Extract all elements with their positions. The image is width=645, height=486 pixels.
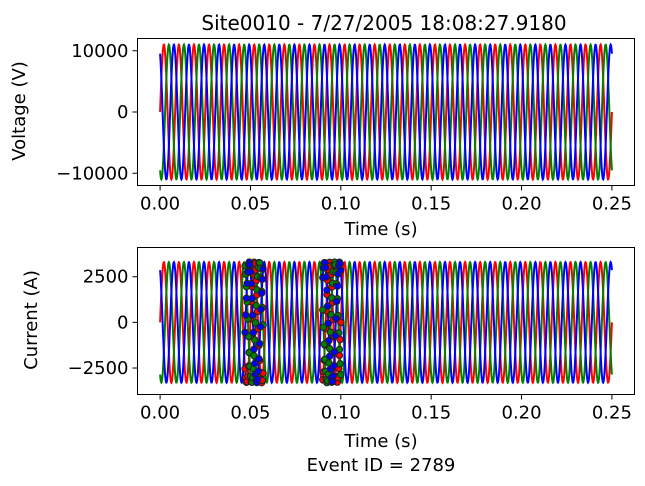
current-series-line-1 bbox=[159, 260, 613, 385]
current-event-marker bbox=[257, 305, 265, 313]
current-event-marker bbox=[258, 289, 266, 297]
current-x-tick-label: 0.10 bbox=[321, 403, 361, 424]
current-event-marker bbox=[322, 273, 330, 281]
voltage-y-axis-label: Voltage (V) bbox=[9, 61, 30, 161]
voltage-x-axis-label: Time (s) bbox=[343, 219, 417, 240]
voltage-y-tick-label: 0 bbox=[117, 102, 128, 123]
current-event-marker bbox=[251, 319, 260, 327]
voltage-y-tick-label: −10000 bbox=[56, 163, 128, 184]
voltage-series-group bbox=[159, 42, 613, 182]
current-event-marker bbox=[337, 370, 345, 379]
current-y-ticks: 2500 0 −2500 bbox=[68, 267, 138, 379]
current-y-tick-label: −2500 bbox=[68, 358, 129, 379]
current-event-marker bbox=[321, 263, 330, 272]
current-x-axis-label: Time (s) bbox=[343, 431, 417, 452]
current-event-marker bbox=[331, 332, 339, 340]
current-series-group bbox=[159, 260, 613, 385]
current-event-marker bbox=[246, 268, 255, 276]
current-event-marker bbox=[254, 367, 262, 375]
current-event-marker bbox=[327, 310, 335, 319]
current-plot-frame bbox=[137, 247, 635, 395]
voltage-y-tick-label: 10000 bbox=[71, 41, 128, 62]
voltage-chart-title: Site0010 - 7/27/2005 18:08:27.9180 bbox=[201, 11, 566, 35]
current-event-marker bbox=[248, 311, 257, 319]
current-event-marker bbox=[336, 260, 344, 268]
current-event-marker bbox=[337, 318, 345, 327]
current-x-ticks: 0.00 0.05 0.10 0.15 0.20 0.25 bbox=[140, 394, 632, 424]
current-event-marker bbox=[330, 348, 339, 356]
current-event-marker bbox=[255, 339, 264, 348]
current-event-marker bbox=[337, 266, 345, 274]
voltage-chart: Site0010 - 7/27/2005 18:08:27.9180 0.00 0… bbox=[9, 11, 635, 240]
voltage-y-ticks: 10000 0 −10000 bbox=[56, 41, 138, 184]
current-event-marker bbox=[319, 306, 327, 314]
voltage-series-line-2 bbox=[159, 42, 613, 182]
current-x-tick-label: 0.15 bbox=[411, 403, 451, 424]
current-x-tick-label: 0.25 bbox=[592, 403, 632, 424]
voltage-x-ticks: 0.00 0.05 0.10 0.15 0.20 0.25 bbox=[140, 185, 632, 215]
current-y-tick-label: 0 bbox=[117, 312, 128, 333]
current-event-marker bbox=[319, 323, 328, 331]
current-event-marker bbox=[329, 372, 337, 380]
current-x-tick-label: 0.05 bbox=[230, 403, 270, 424]
current-event-marker bbox=[326, 328, 335, 336]
current-event-marker bbox=[320, 340, 328, 348]
current-event-marker bbox=[323, 302, 332, 310]
voltage-x-tick-label: 0.20 bbox=[502, 194, 542, 215]
current-event-marker bbox=[242, 311, 250, 319]
current-event-marker bbox=[251, 336, 259, 344]
current-y-axis-label: Current (A) bbox=[21, 270, 42, 370]
current-event-marker bbox=[336, 360, 344, 368]
current-event-marker bbox=[246, 260, 254, 269]
voltage-x-tick-label: 0.10 bbox=[321, 194, 361, 215]
voltage-series-line-0 bbox=[159, 42, 613, 182]
voltage-series-line-1 bbox=[159, 42, 613, 182]
current-event-marker bbox=[332, 297, 341, 306]
current-event-markers bbox=[241, 258, 345, 387]
current-event-marker bbox=[251, 359, 259, 368]
current-event-marker bbox=[333, 282, 342, 290]
current-event-marker bbox=[332, 314, 340, 323]
current-event-marker bbox=[247, 279, 255, 288]
current-event-marker bbox=[248, 294, 256, 303]
current-event-marker bbox=[323, 286, 331, 294]
current-event-marker bbox=[253, 375, 262, 383]
voltage-x-tick-label: 0.05 bbox=[230, 194, 270, 215]
current-series-line-2 bbox=[159, 260, 613, 385]
current-event-marker bbox=[255, 355, 263, 363]
current-event-marker bbox=[325, 336, 333, 345]
current-event-marker bbox=[256, 322, 265, 331]
current-event-marker bbox=[259, 265, 267, 273]
current-y-tick-label: 2500 bbox=[83, 267, 129, 288]
current-event-marker bbox=[258, 275, 267, 283]
event-id-label: Event ID = 2789 bbox=[307, 455, 456, 476]
current-x-tick-label: 0.20 bbox=[502, 403, 542, 424]
voltage-x-tick-label: 0.00 bbox=[140, 194, 180, 215]
current-event-marker bbox=[250, 345, 258, 353]
current-event-marker bbox=[249, 328, 258, 337]
current-event-marker bbox=[330, 362, 338, 370]
current-x-tick-label: 0.00 bbox=[140, 403, 180, 424]
current-chart: 0.00 0.05 0.10 0.15 0.20 0.25 2500 0 −2500 Time… bbox=[21, 247, 635, 452]
current-event-marker bbox=[324, 319, 333, 328]
current-event-marker bbox=[326, 352, 334, 360]
current-event-marker bbox=[326, 344, 334, 353]
voltage-x-tick-label: 0.15 bbox=[411, 194, 451, 215]
current-event-marker bbox=[241, 328, 249, 337]
voltage-x-tick-label: 0.25 bbox=[592, 194, 632, 215]
current-series-line-0 bbox=[159, 260, 613, 385]
